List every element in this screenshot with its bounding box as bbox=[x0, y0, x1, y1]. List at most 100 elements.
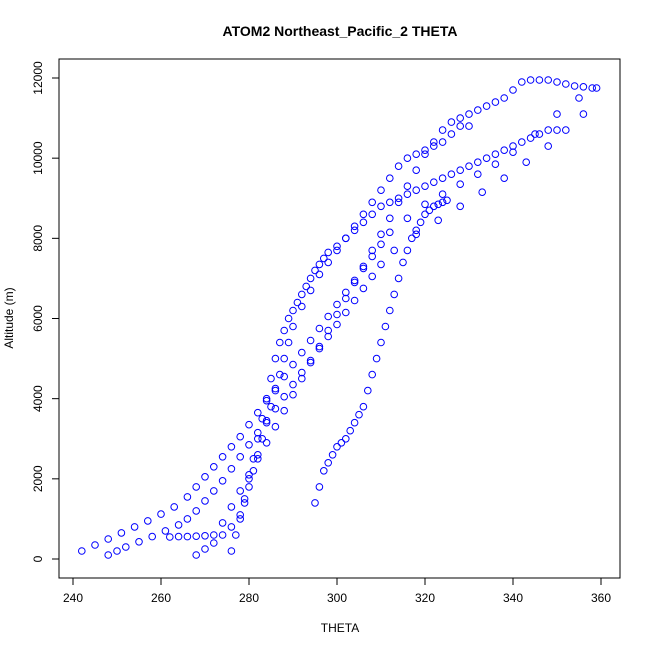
data-point bbox=[509, 148, 517, 156]
data-point bbox=[280, 372, 289, 381]
data-point bbox=[592, 84, 601, 92]
data-point bbox=[258, 414, 267, 423]
data-point bbox=[201, 545, 209, 553]
data-point bbox=[306, 358, 315, 367]
data-point bbox=[245, 471, 253, 479]
data-point bbox=[289, 360, 297, 369]
data-points bbox=[78, 76, 601, 559]
series-4 bbox=[166, 76, 597, 541]
data-point bbox=[390, 246, 399, 255]
data-point bbox=[377, 240, 385, 249]
data-point bbox=[324, 326, 333, 335]
data-point bbox=[315, 324, 324, 333]
data-point bbox=[320, 467, 328, 475]
data-point bbox=[253, 455, 262, 463]
x-tick-label: 360 bbox=[591, 591, 611, 605]
data-point bbox=[368, 252, 377, 261]
data-point bbox=[403, 182, 412, 190]
data-point bbox=[562, 126, 570, 134]
data-point bbox=[434, 200, 443, 209]
data-point bbox=[148, 532, 156, 541]
data-point bbox=[253, 435, 262, 443]
data-point bbox=[474, 158, 482, 166]
data-point bbox=[509, 86, 517, 94]
data-point bbox=[276, 370, 284, 379]
data-point bbox=[333, 310, 341, 319]
data-point bbox=[302, 282, 311, 291]
data-point bbox=[227, 443, 236, 451]
data-point bbox=[394, 198, 403, 207]
data-point bbox=[491, 98, 500, 106]
data-point bbox=[245, 475, 253, 483]
data-point bbox=[262, 394, 271, 403]
data-point bbox=[183, 532, 192, 541]
data-point bbox=[588, 84, 597, 92]
data-point bbox=[210, 463, 218, 471]
data-point bbox=[372, 354, 381, 363]
data-point bbox=[174, 521, 183, 529]
data-point bbox=[262, 416, 271, 425]
data-point bbox=[342, 288, 350, 297]
data-point bbox=[526, 76, 535, 84]
data-point bbox=[271, 404, 280, 413]
data-point bbox=[192, 551, 200, 559]
data-point bbox=[249, 467, 258, 475]
data-point bbox=[218, 519, 227, 527]
data-point bbox=[438, 138, 447, 146]
data-point bbox=[456, 202, 465, 211]
data-point bbox=[289, 306, 297, 315]
data-point bbox=[227, 523, 236, 531]
data-point bbox=[117, 529, 126, 537]
data-point bbox=[381, 322, 390, 331]
data-point bbox=[535, 76, 544, 84]
data-point bbox=[394, 274, 403, 283]
data-point bbox=[579, 83, 588, 91]
data-point bbox=[280, 406, 289, 415]
data-point bbox=[359, 210, 368, 219]
data-point bbox=[412, 166, 421, 174]
data-point bbox=[78, 547, 86, 555]
data-point bbox=[465, 110, 473, 118]
data-point bbox=[438, 198, 447, 207]
series-0 bbox=[78, 84, 601, 555]
data-point bbox=[500, 94, 509, 102]
data-point bbox=[430, 142, 438, 150]
data-point bbox=[276, 338, 284, 347]
data-point bbox=[377, 230, 385, 239]
data-point bbox=[553, 126, 561, 134]
data-point bbox=[425, 206, 434, 215]
data-point bbox=[192, 532, 200, 541]
data-point bbox=[377, 260, 385, 269]
data-point bbox=[311, 266, 319, 275]
data-point bbox=[386, 198, 394, 207]
data-point bbox=[306, 274, 315, 283]
data-point bbox=[104, 551, 112, 559]
x-tick-label: 260 bbox=[151, 591, 171, 605]
data-point bbox=[364, 386, 372, 395]
data-point bbox=[456, 122, 465, 130]
data-point bbox=[421, 210, 429, 219]
data-point bbox=[416, 218, 425, 227]
data-point bbox=[465, 122, 473, 130]
data-point bbox=[104, 535, 112, 543]
data-point bbox=[333, 242, 341, 251]
data-point bbox=[522, 158, 531, 166]
data-point bbox=[438, 190, 447, 198]
data-point bbox=[227, 465, 236, 473]
data-point bbox=[342, 294, 350, 303]
data-point bbox=[359, 284, 368, 293]
data-point bbox=[434, 216, 443, 225]
data-point bbox=[350, 296, 359, 305]
data-point bbox=[368, 246, 377, 255]
data-point bbox=[135, 538, 143, 546]
data-point bbox=[166, 533, 174, 541]
data-point bbox=[192, 507, 200, 515]
data-point bbox=[298, 290, 306, 299]
data-point bbox=[447, 118, 456, 126]
data-point bbox=[122, 543, 130, 551]
data-point bbox=[170, 503, 178, 511]
data-point bbox=[500, 174, 509, 182]
data-point bbox=[390, 290, 399, 299]
y-tick-label: 6000 bbox=[31, 305, 45, 332]
data-point bbox=[368, 370, 377, 379]
